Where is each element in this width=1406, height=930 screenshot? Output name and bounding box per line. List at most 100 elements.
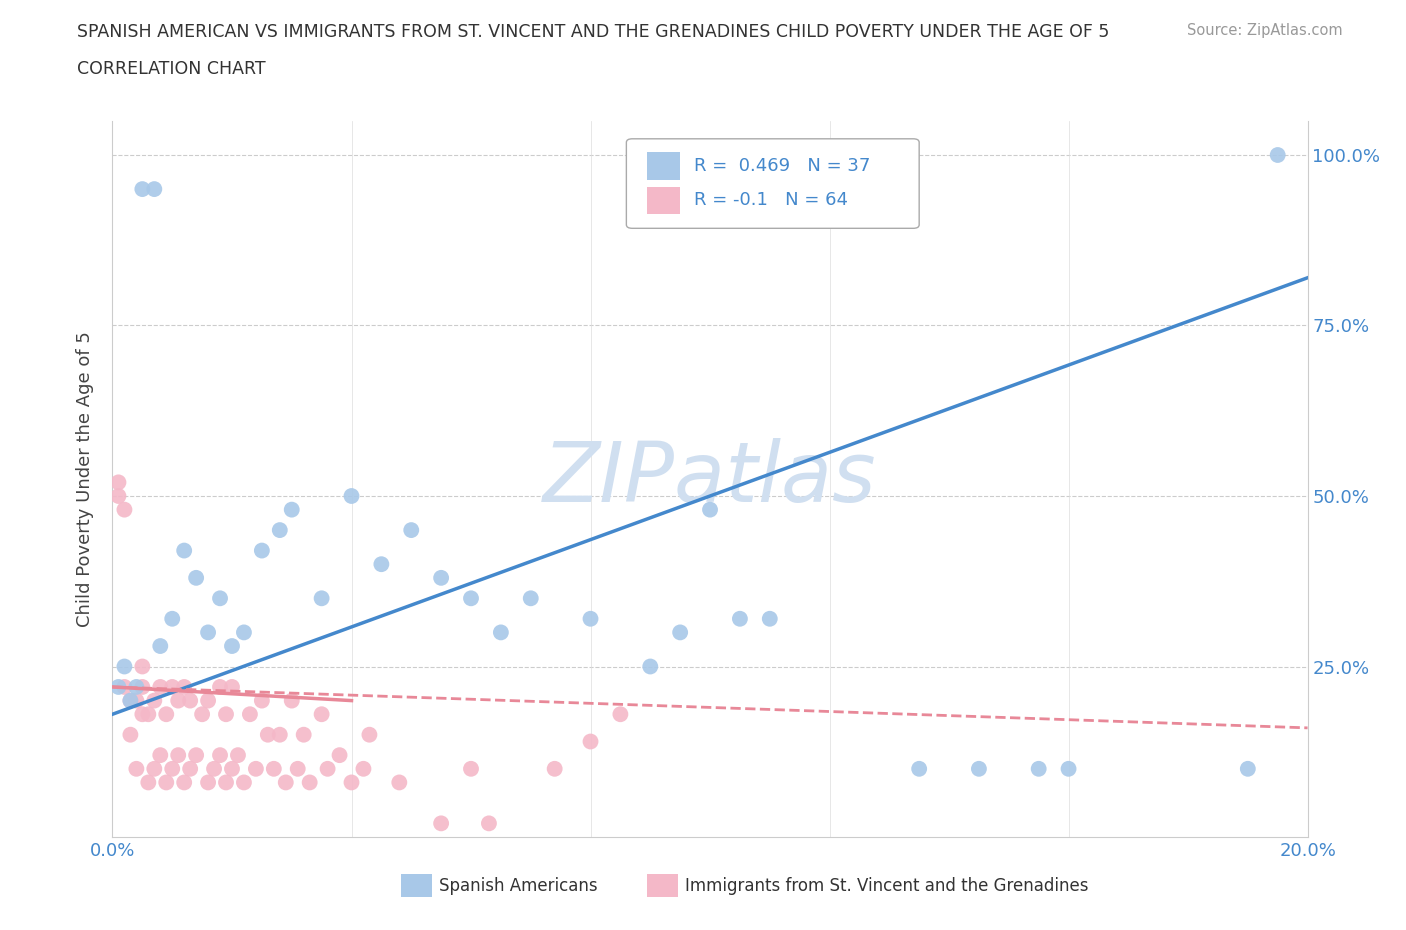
Point <box>430 570 453 585</box>
Point <box>120 693 142 708</box>
Point <box>197 775 219 790</box>
Point <box>209 748 232 763</box>
Point <box>221 762 243 777</box>
Point <box>114 680 135 695</box>
Point <box>221 639 243 654</box>
Point <box>191 707 214 722</box>
Point <box>131 707 153 722</box>
Point <box>759 611 782 626</box>
Point <box>107 680 129 695</box>
Point <box>370 557 392 572</box>
Point <box>209 680 232 695</box>
Text: Immigrants from St. Vincent and the Grenadines: Immigrants from St. Vincent and the Gren… <box>685 877 1088 896</box>
Text: SPANISH AMERICAN VS IMMIGRANTS FROM ST. VINCENT AND THE GRENADINES CHILD POVERTY: SPANISH AMERICAN VS IMMIGRANTS FROM ST. … <box>77 23 1109 41</box>
FancyBboxPatch shape <box>627 139 920 229</box>
Point <box>281 693 304 708</box>
Point <box>186 748 208 763</box>
Point <box>281 502 304 517</box>
Point <box>340 488 363 503</box>
Point <box>669 625 692 640</box>
Point <box>257 727 280 742</box>
Point <box>226 748 249 763</box>
Point <box>215 775 238 790</box>
Point <box>197 693 219 708</box>
Point <box>173 680 195 695</box>
Point <box>430 816 453 830</box>
Point <box>401 523 423 538</box>
Point <box>107 475 129 490</box>
Point <box>149 639 172 654</box>
Point <box>131 659 153 674</box>
Point <box>478 816 501 830</box>
Point <box>143 693 166 708</box>
Point <box>202 762 225 777</box>
Point <box>186 570 208 585</box>
Point <box>107 488 129 503</box>
Point <box>120 727 142 742</box>
Point <box>388 775 411 790</box>
Point <box>292 727 315 742</box>
Point <box>143 762 166 777</box>
Bar <box>647 153 681 179</box>
Point <box>125 680 148 695</box>
Point <box>967 762 990 777</box>
Point <box>316 762 339 777</box>
Point <box>250 543 273 558</box>
Point <box>215 707 238 722</box>
Text: CORRELATION CHART: CORRELATION CHART <box>77 60 266 78</box>
Point <box>269 727 291 742</box>
Point <box>728 611 751 626</box>
Point <box>298 775 321 790</box>
Point <box>179 762 201 777</box>
Point <box>1267 148 1289 163</box>
Point <box>460 762 482 777</box>
Point <box>311 707 333 722</box>
Point <box>209 591 232 605</box>
Point <box>114 502 135 517</box>
Point <box>1028 762 1050 777</box>
Point <box>197 625 219 640</box>
Point <box>155 707 177 722</box>
Point <box>609 707 631 722</box>
Y-axis label: Child Poverty Under the Age of 5: Child Poverty Under the Age of 5 <box>76 331 94 627</box>
Point <box>543 762 565 777</box>
Point <box>138 707 160 722</box>
Text: Source: ZipAtlas.com: Source: ZipAtlas.com <box>1187 23 1343 38</box>
Text: R =  0.469   N = 37: R = 0.469 N = 37 <box>695 157 870 175</box>
Point <box>250 693 273 708</box>
Point <box>114 659 135 674</box>
Point <box>353 762 375 777</box>
Point <box>162 762 183 777</box>
Point <box>579 734 602 749</box>
Point <box>329 748 352 763</box>
Point <box>162 680 183 695</box>
Point <box>167 748 190 763</box>
Point <box>143 181 166 196</box>
Point <box>179 693 201 708</box>
Point <box>233 625 256 640</box>
Point <box>269 523 291 538</box>
Point <box>155 775 177 790</box>
Point <box>520 591 543 605</box>
Point <box>173 775 195 790</box>
Point <box>1057 762 1080 777</box>
Point <box>149 680 172 695</box>
Point <box>908 762 931 777</box>
Point <box>263 762 285 777</box>
Point <box>359 727 381 742</box>
Text: ZIPatlas: ZIPatlas <box>543 438 877 520</box>
Point <box>167 693 190 708</box>
Point <box>149 748 172 763</box>
Point <box>640 659 662 674</box>
Bar <box>647 187 681 214</box>
Point <box>489 625 512 640</box>
Point <box>131 680 153 695</box>
Text: R = -0.1   N = 64: R = -0.1 N = 64 <box>695 192 848 209</box>
Point <box>138 775 160 790</box>
Text: Spanish Americans: Spanish Americans <box>439 877 598 896</box>
Point <box>340 775 363 790</box>
Point <box>162 611 183 626</box>
Point <box>699 502 721 517</box>
Point <box>120 693 142 708</box>
Point <box>131 181 153 196</box>
